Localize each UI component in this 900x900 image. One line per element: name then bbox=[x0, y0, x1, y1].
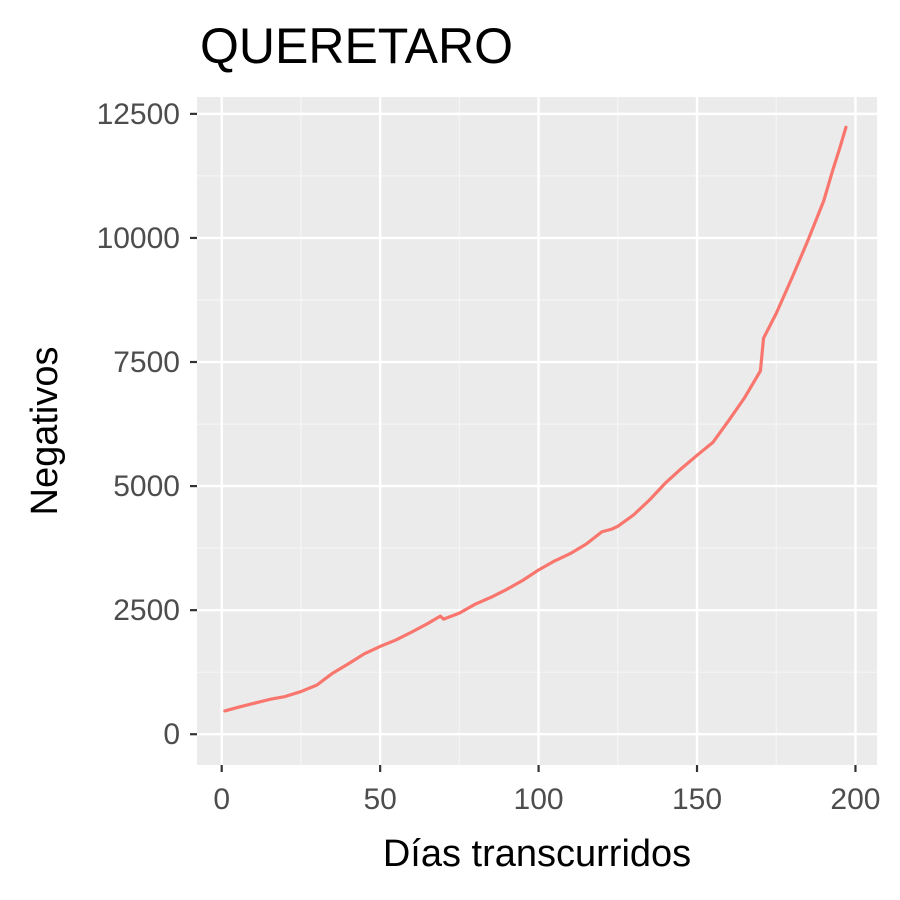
plot-panel bbox=[197, 97, 877, 765]
y-tick-label: 2500 bbox=[113, 594, 180, 627]
y-tick-label: 5000 bbox=[113, 470, 180, 503]
x-tick-label: 50 bbox=[363, 783, 396, 816]
major-gridlines bbox=[197, 97, 877, 765]
series-line bbox=[223, 125, 848, 713]
series-layer bbox=[223, 125, 848, 713]
y-axis-title: Negativos bbox=[24, 347, 66, 516]
y-axis: 0 2500 5000 7500 10000 12500 bbox=[97, 98, 197, 751]
x-axis: 0 50 100 150 200 bbox=[213, 765, 880, 816]
x-tick-label: 100 bbox=[514, 783, 564, 816]
x-axis-title: Días transcurridos bbox=[383, 833, 691, 875]
y-tick-label: 0 bbox=[163, 718, 180, 751]
y-tick-label: 12500 bbox=[97, 98, 180, 131]
y-tick-label: 7500 bbox=[113, 346, 180, 379]
x-tick-label: 150 bbox=[672, 783, 722, 816]
minor-gridlines bbox=[197, 97, 877, 765]
x-tick-label: 200 bbox=[830, 783, 880, 816]
x-tick-label: 0 bbox=[213, 783, 230, 816]
chart-title: QUERETARO bbox=[200, 18, 513, 74]
y-tick-label: 10000 bbox=[97, 222, 180, 255]
